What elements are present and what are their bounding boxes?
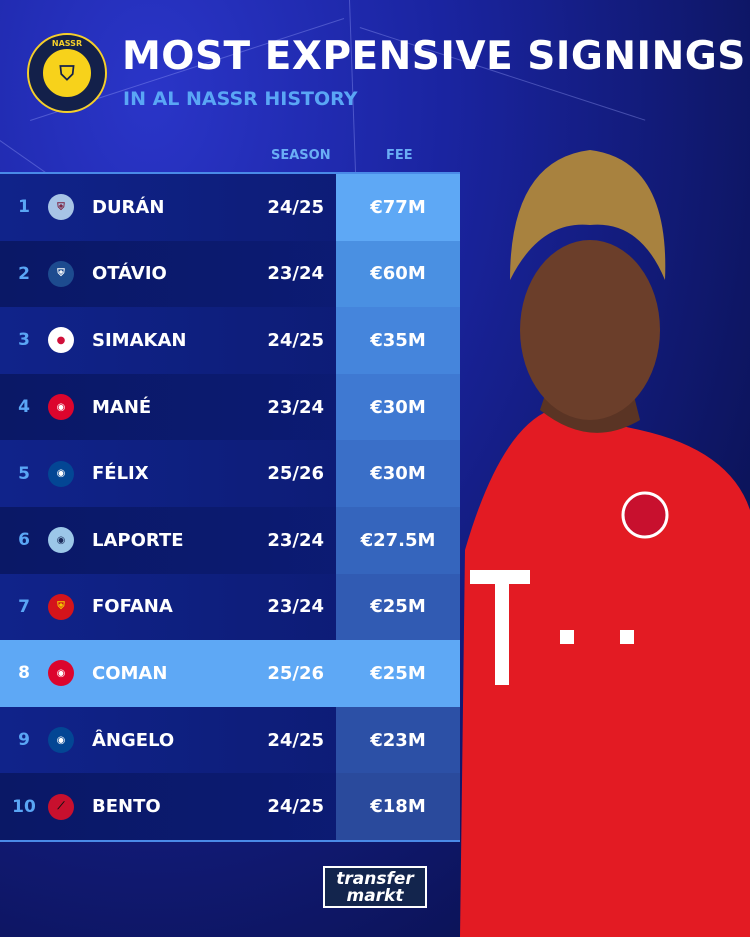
fee: €60M	[336, 240, 460, 308]
season: 23/24	[267, 396, 324, 418]
season: 25/26	[267, 463, 324, 485]
table-row: 9 ◉ ÂNGELO 24/25 €23M	[0, 706, 460, 774]
table-row: 3 ● SIMAKAN 24/25 €35M	[0, 307, 460, 374]
man-city-crest-icon: ◉	[48, 527, 74, 554]
rank: 2	[18, 263, 30, 284]
rank: 7	[18, 596, 30, 617]
season: 23/24	[267, 529, 324, 551]
table-row: 5 ◉ FÉLIX 25/26 €30M	[0, 440, 460, 507]
aston-villa-crest-icon: ⛨	[48, 194, 74, 221]
chelsea-crest-icon: ◉	[48, 460, 74, 487]
table-row: 2 ⛨ OTÁVIO 23/24 €60M	[0, 240, 460, 308]
table-row: 8 ◉ COMAN 25/26 €25M	[0, 640, 460, 707]
player-name: ÂNGELO	[92, 729, 175, 751]
player-name: COMAN	[92, 662, 168, 684]
table-row: 7 ⛨ FOFANA 23/24 €25M	[0, 573, 460, 641]
rank: 1	[18, 197, 30, 218]
rank: 8	[18, 663, 30, 684]
fee: €23M	[336, 706, 460, 774]
column-header-fee: FEE	[386, 148, 413, 163]
rank: 4	[18, 397, 30, 418]
brand-line2: markt	[346, 886, 404, 906]
rank: 6	[18, 530, 30, 551]
rb-leipzig-crest-icon: ●	[48, 327, 74, 354]
al-nassr-logo: NASSR ⛉	[27, 33, 107, 113]
page-subtitle: IN AL NASSR HISTORY	[123, 88, 358, 110]
column-header-season: SEASON	[271, 148, 331, 163]
season: 23/24	[267, 596, 324, 618]
page-title: MOST EXPENSIVE SIGNINGS	[122, 34, 746, 79]
season: 23/24	[267, 263, 324, 285]
rank: 5	[18, 463, 30, 484]
season: 24/25	[267, 196, 324, 218]
player-name: OTÁVIO	[92, 263, 167, 285]
logo-text: NASSR	[51, 39, 83, 48]
athletico-paranaense-crest-icon: ⟋	[48, 793, 74, 820]
table-row: 6 ◉ LAPORTE 23/24 €27.5M	[0, 506, 460, 574]
bayern-crest-icon: ◉	[48, 660, 74, 687]
fee: €30M	[336, 440, 460, 507]
rank: 10	[12, 796, 36, 817]
player-name: LAPORTE	[92, 529, 184, 551]
player-name: BENTO	[92, 796, 161, 818]
bayern-crest-icon: ◉	[48, 394, 74, 421]
table-row: 1 ⛨ DURÁN 24/25 €77M	[0, 174, 460, 241]
lens-crest-icon: ⛨	[48, 593, 74, 620]
fee: €18M	[336, 773, 460, 840]
rank: 3	[18, 330, 30, 351]
season: 24/25	[267, 329, 324, 351]
player-name: MANÉ	[92, 396, 152, 418]
chelsea-crest-icon: ◉	[48, 727, 74, 754]
fee: €77M	[336, 174, 460, 241]
season: 25/26	[267, 662, 324, 684]
logo-emblem-icon: ⛉	[41, 47, 93, 99]
fee: €30M	[336, 373, 460, 441]
player-name: SIMAKAN	[92, 329, 187, 351]
player-name: FOFANA	[92, 596, 173, 618]
brand-line1: transfer	[336, 869, 414, 889]
rank: 9	[18, 730, 30, 751]
table-row: 4 ◉ MANÉ 23/24 €30M	[0, 373, 460, 441]
fee: €25M	[336, 640, 460, 707]
fee: €27.5M	[336, 506, 460, 574]
player-name: FÉLIX	[92, 463, 149, 485]
season: 24/25	[267, 796, 324, 818]
player-name: DURÁN	[92, 196, 165, 218]
porto-crest-icon: ⛨	[48, 260, 74, 287]
signings-table: 1 ⛨ DURÁN 24/25 €77M 2 ⛨ OTÁVIO 23/24 €60…	[0, 172, 460, 842]
fee: €25M	[336, 573, 460, 641]
season: 24/25	[267, 729, 324, 751]
player-photo	[460, 150, 750, 937]
fee: €35M	[336, 307, 460, 374]
transfermarkt-logo: transfer markt	[323, 866, 427, 908]
table-row: 10 ⟋ BENTO 24/25 €18M	[0, 773, 460, 840]
